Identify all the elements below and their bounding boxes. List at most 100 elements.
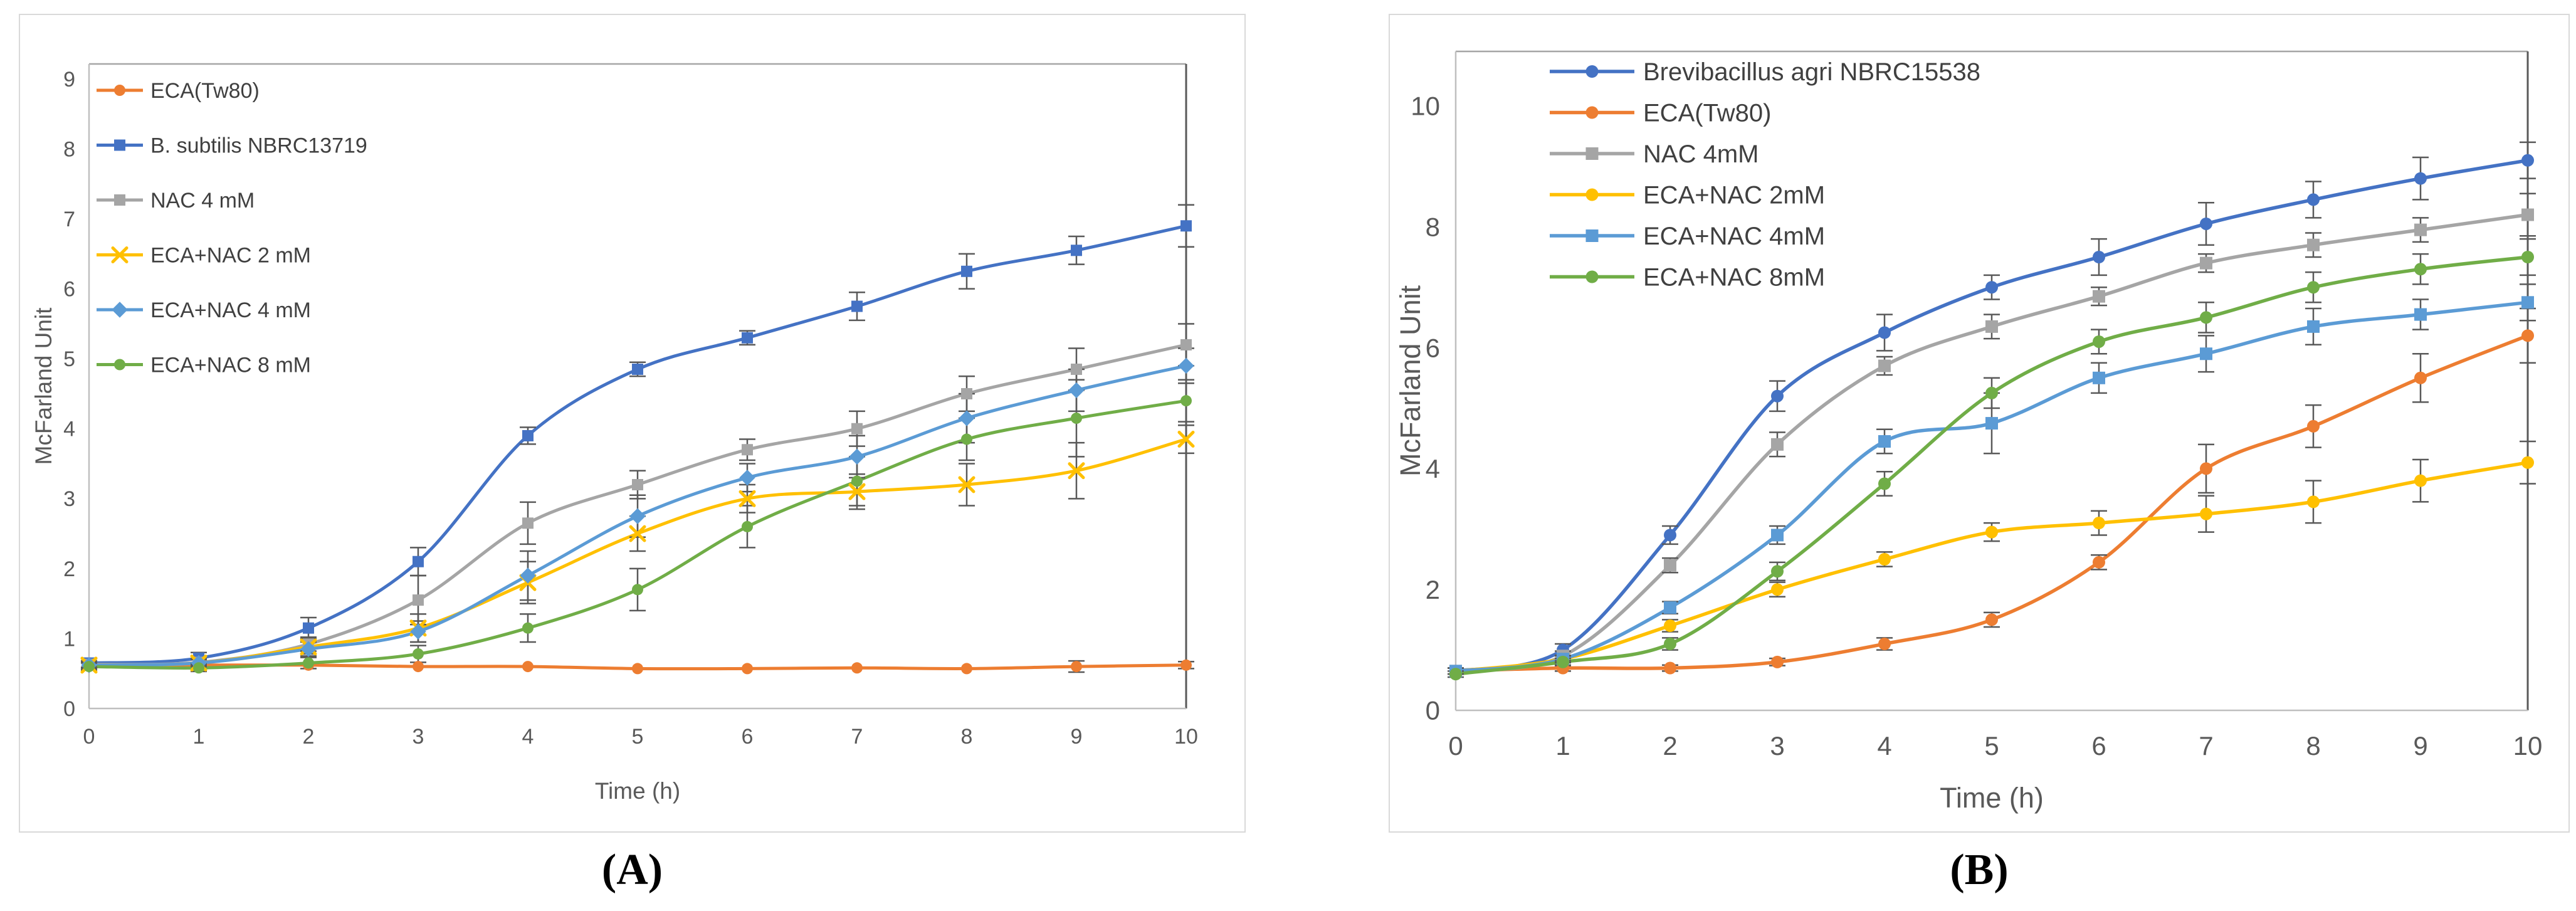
data-point-marker: [2521, 208, 2534, 221]
data-point-marker: [1449, 668, 1462, 681]
legend-item: ECA+NAC 2mM: [1550, 182, 1825, 209]
data-point-marker: [1180, 659, 1192, 671]
data-point-marker: [2200, 347, 2212, 361]
error-bars: [1448, 141, 2536, 678]
data-point-marker: [2307, 281, 2320, 294]
legend-item: ECA(Tw80): [1550, 100, 1772, 127]
data-point-marker: [2521, 296, 2534, 309]
x-axis-tick-label: 4: [1877, 731, 1891, 761]
data-point-marker: [632, 479, 643, 491]
data-point-marker: [1664, 661, 1676, 675]
x-axis-tick-label: 9: [1071, 725, 1083, 749]
data-point-marker: [958, 476, 975, 493]
data-point-marker: [1771, 438, 1784, 451]
x-axis-tick-label: 3: [413, 725, 424, 749]
data-point-marker: [851, 475, 863, 487]
y-axis-tick-label: 9: [63, 68, 75, 92]
y-axis-tick-label: 2: [63, 557, 75, 581]
data-point-marker: [2307, 238, 2320, 251]
x-axis-tick-label: 0: [1448, 731, 1463, 761]
data-point-marker: [522, 622, 534, 634]
legend-marker: [114, 194, 125, 206]
data-point-markers: [1449, 154, 2534, 681]
x-axis-tick-label: 0: [83, 725, 95, 749]
data-point-marker: [2093, 371, 2105, 384]
data-point-marker: [848, 483, 866, 500]
data-point-marker: [632, 584, 643, 596]
data-point-marker: [2414, 308, 2427, 321]
data-point-marker: [1180, 395, 1192, 407]
y-axis-tick-label: 3: [63, 487, 75, 511]
data-point-markers: [80, 220, 1195, 675]
legend-marker: [114, 85, 125, 96]
legend-marker: [1585, 65, 1599, 78]
legend-label: ECA+NAC 8 mM: [150, 353, 311, 377]
legend-marker: [1585, 270, 1599, 283]
data-point-marker: [2093, 290, 2105, 303]
y-axis-title: McFarland Unit: [1394, 285, 1426, 477]
legend-item: NAC 4mM: [1550, 140, 1759, 168]
data-point-marker: [83, 661, 95, 673]
y-axis-tick-label: 4: [1426, 454, 1440, 483]
axes: [88, 63, 1187, 710]
data-point-marker: [1664, 529, 1676, 542]
data-point-marker: [2093, 517, 2105, 530]
legend-item: ECA(Tw80): [97, 79, 260, 103]
data-point-marker: [1071, 661, 1082, 673]
data-point-marker: [413, 556, 424, 567]
data-point-marker: [961, 388, 972, 399]
data-point-marker: [1771, 583, 1784, 596]
legend-label: Brevibacillus agri NBRC15538: [1643, 58, 1980, 86]
data-point-marker: [303, 657, 314, 669]
data-point-marker: [2414, 371, 2427, 384]
series-line: [1454, 159, 2530, 673]
data-point-marker: [1177, 431, 1195, 448]
legend-item: NAC 4 mM: [97, 189, 255, 213]
data-point-marker: [2200, 311, 2212, 324]
data-point-marker: [851, 662, 863, 674]
x-axis-tick-label: 8: [961, 725, 973, 749]
figure-caption-b: (B): [1950, 846, 2009, 894]
data-point-marker: [959, 410, 975, 426]
data-point-marker: [1985, 386, 1998, 399]
tick-labels: 0 1 2 3 4 5 6 7 8 9 0 1 2 3 4 5 6 7 8 9 10: [63, 68, 1198, 749]
data-point-marker: [1664, 619, 1676, 633]
data-point-marker: [1878, 326, 1891, 339]
y-axis-tick-label: 10: [1411, 92, 1440, 121]
data-point-marker: [851, 423, 863, 434]
data-point-marker: [2414, 263, 2427, 276]
data-point-marker: [2521, 251, 2534, 263]
legend-label: NAC 4mM: [1643, 140, 1759, 168]
data-point-marker: [1771, 389, 1784, 403]
data-point-marker: [1180, 220, 1192, 232]
data-point-marker: [413, 594, 424, 606]
data-point-marker: [2307, 193, 2320, 206]
data-point-marker: [1985, 417, 1998, 430]
x-axis-tick-label: 9: [2413, 731, 2427, 761]
legend-marker: [1585, 147, 1599, 160]
legend-label: B. subtilis NBRC13719: [150, 134, 367, 157]
data-point-marker: [1878, 553, 1891, 566]
x-axis-tick-label: 8: [2306, 731, 2320, 761]
x-axis-tick-label: 3: [1770, 731, 1784, 761]
x-axis-tick-label: 7: [851, 725, 863, 749]
series-line: [1454, 461, 2530, 673]
legend-label: ECA(Tw80): [1643, 100, 1772, 127]
data-point-marker: [2521, 154, 2534, 167]
legend-marker: [1585, 229, 1599, 242]
data-point-marker: [632, 363, 643, 375]
legend-item: ECA+NAC 8mM: [1550, 264, 1825, 292]
data-point-marker: [2521, 329, 2534, 342]
data-point-marker: [2414, 172, 2427, 185]
data-point-marker: [632, 663, 643, 675]
legend-marker: [114, 139, 125, 151]
data-point-marker: [1985, 613, 1998, 626]
legend-label: ECA(Tw80): [150, 79, 260, 103]
legend-item: ECA+NAC 2 mM: [97, 243, 311, 267]
data-point-marker: [742, 444, 753, 456]
legend-label: ECA+NAC 8mM: [1643, 264, 1825, 292]
legend-label: ECA+NAC 2mM: [1643, 182, 1825, 209]
data-point-marker: [2521, 456, 2534, 469]
data-point-marker: [2307, 320, 2320, 333]
chart-b-canvas: 0 2 4 6 8 10 0 1 2 3 4 5 6 7 8 9 10 Time (h) McFarland Uni…: [1394, 50, 2542, 814]
